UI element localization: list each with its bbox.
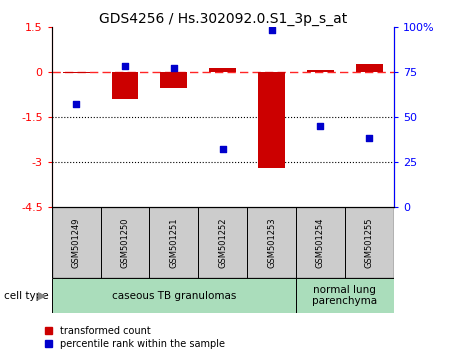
Point [170,65,177,71]
Bar [112,72,139,99]
Text: normal lung
parenchyma: normal lung parenchyma [312,285,378,307]
Text: cell type: cell type [4,291,49,301]
Text: GSM501251: GSM501251 [169,217,178,268]
Bar [209,68,236,72]
Legend: transformed count, percentile rank within the sample: transformed count, percentile rank withi… [45,326,225,349]
Bar [345,207,394,278]
Text: GSM501252: GSM501252 [218,217,227,268]
Bar [198,207,247,278]
Point [268,27,275,33]
Bar [296,278,394,313]
Bar [296,207,345,278]
Bar [63,72,90,73]
Bar [247,207,296,278]
Bar [101,207,149,278]
Point [72,101,80,107]
Text: GSM501250: GSM501250 [121,217,130,268]
Text: caseous TB granulomas: caseous TB granulomas [112,291,236,301]
Point [366,136,373,141]
Text: GSM501254: GSM501254 [316,217,325,268]
Bar [307,70,334,72]
Point [317,123,324,129]
Point [219,147,226,152]
Bar [161,72,187,88]
Bar [149,207,198,278]
Bar [52,278,296,313]
Text: GSM501249: GSM501249 [72,217,81,268]
Bar [52,207,101,278]
Bar [356,64,383,72]
Text: GSM501253: GSM501253 [267,217,276,268]
Text: GSM501255: GSM501255 [365,217,374,268]
Text: ▶: ▶ [38,291,47,301]
Title: GDS4256 / Hs.302092.0.S1_3p_s_at: GDS4256 / Hs.302092.0.S1_3p_s_at [99,12,347,25]
Point [122,63,129,69]
Bar [258,72,285,168]
